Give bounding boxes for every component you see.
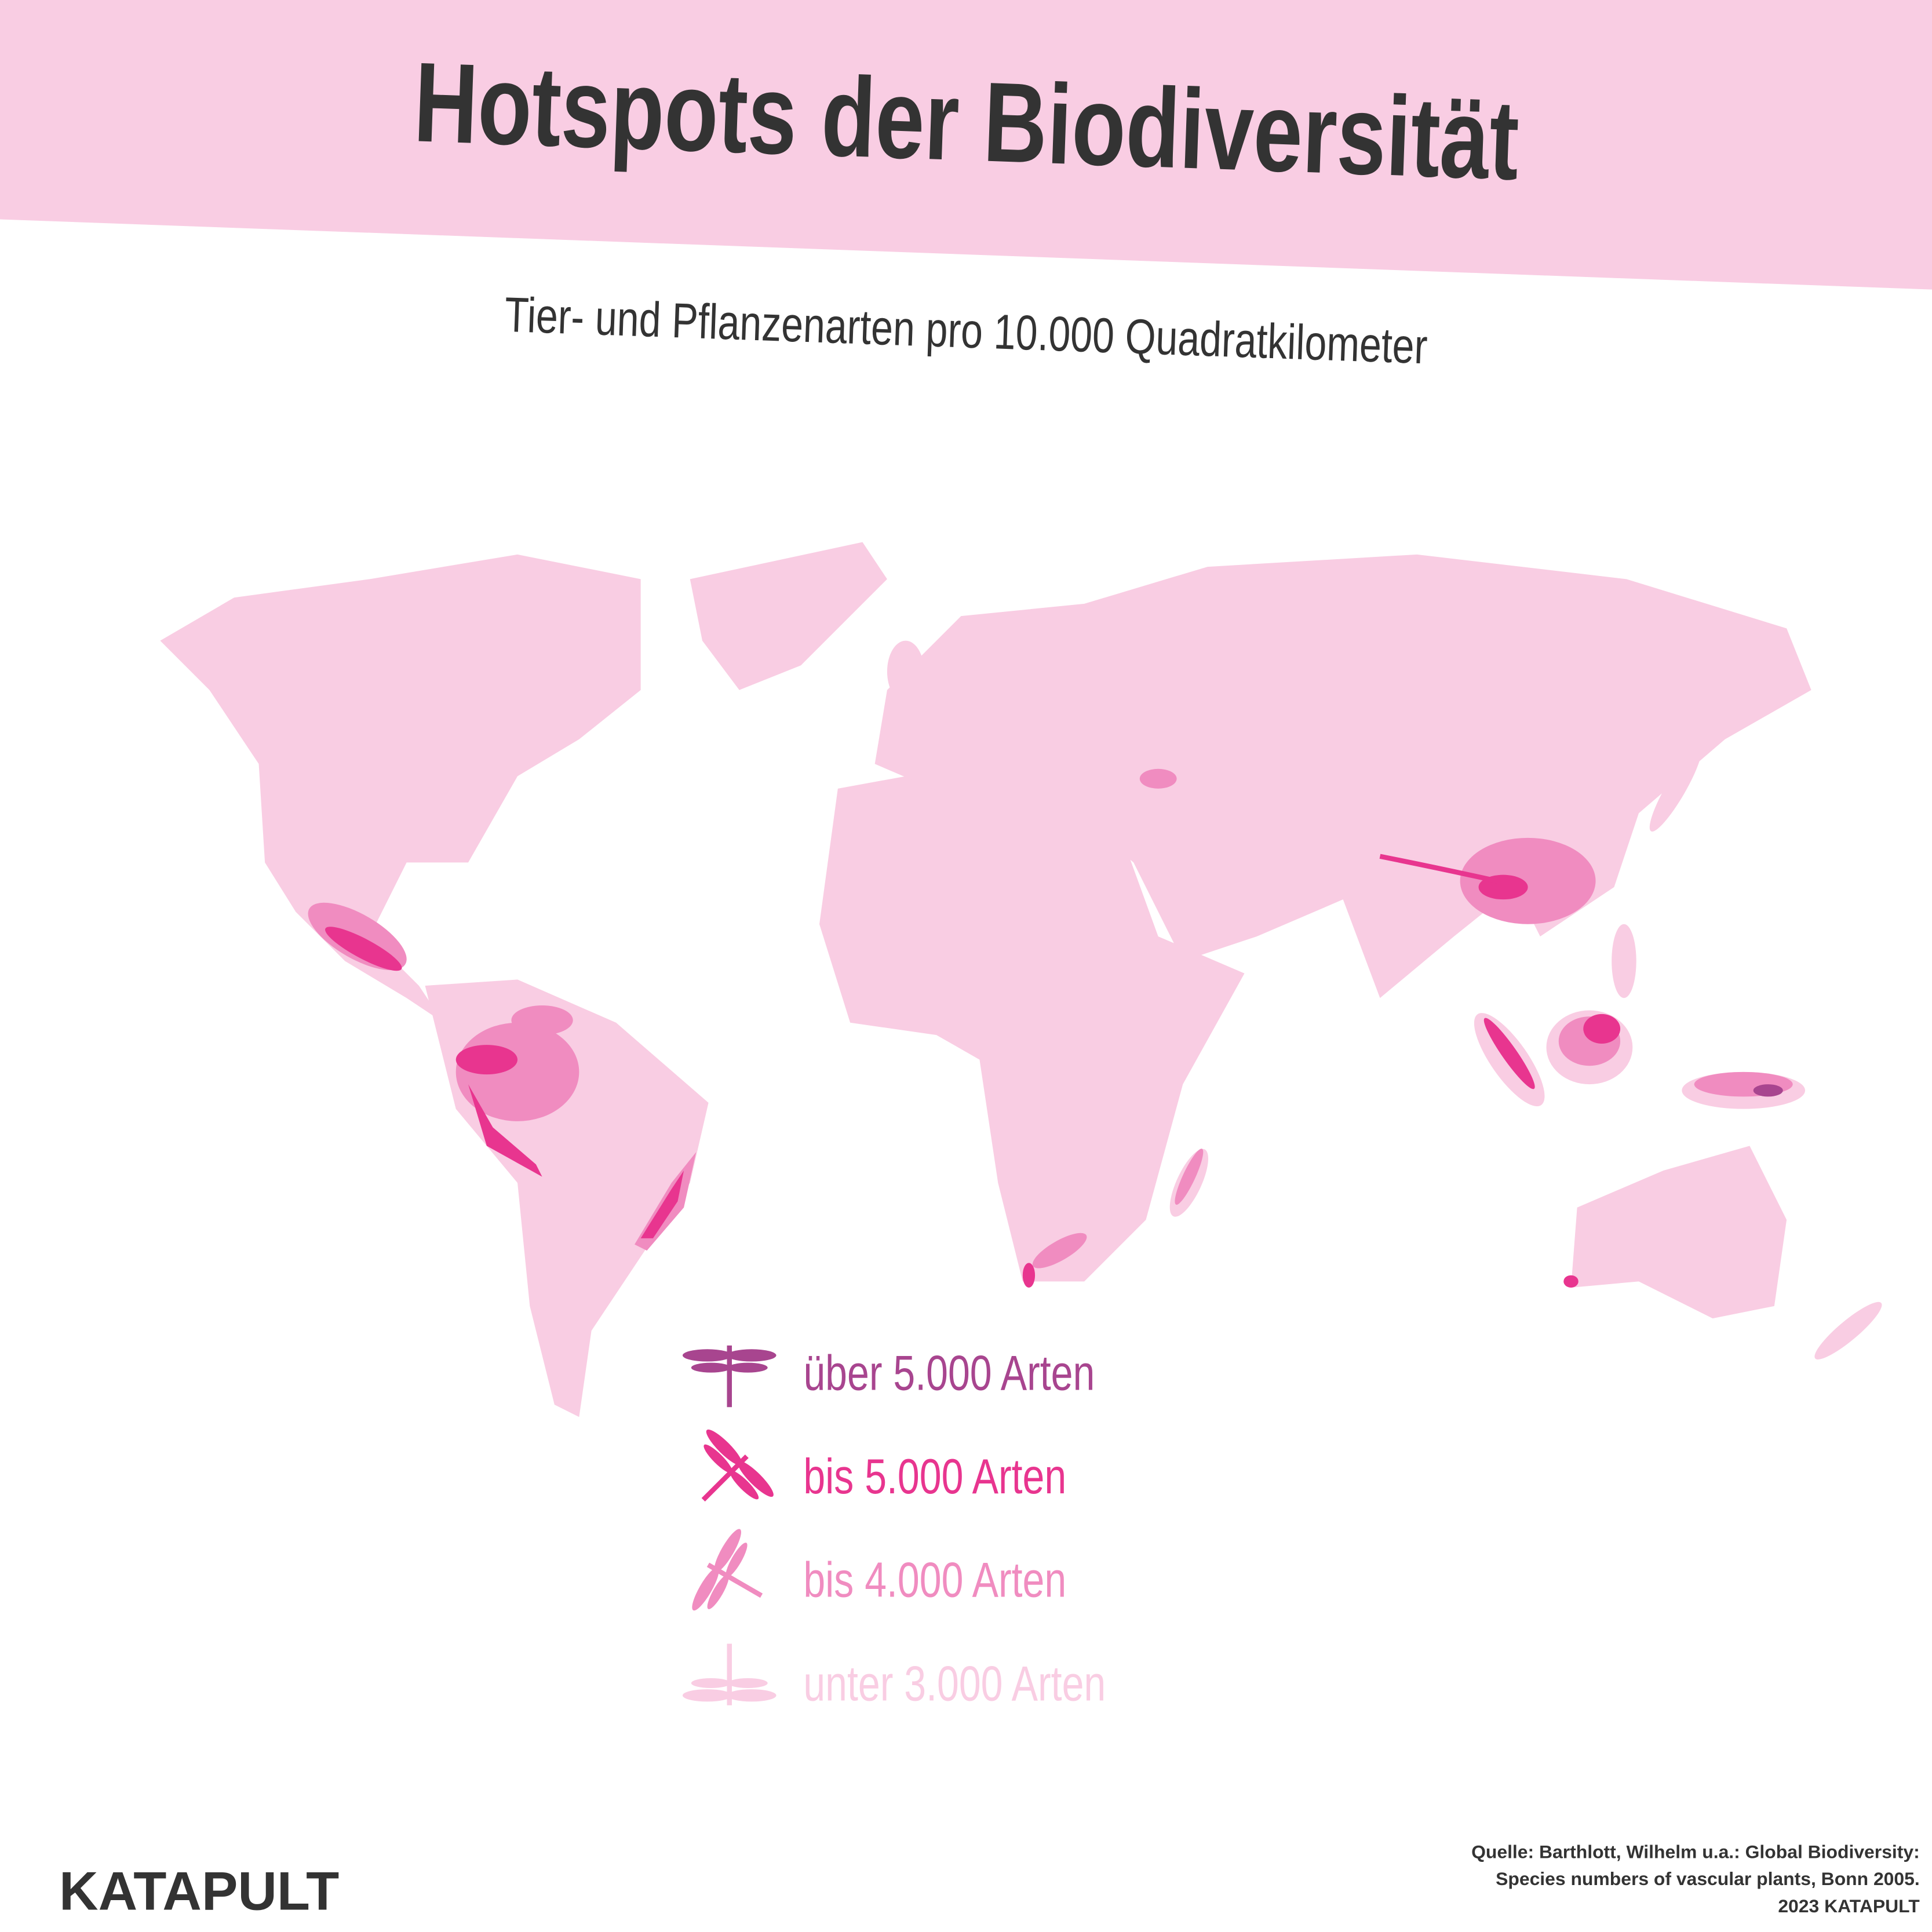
icon-wing: [726, 1543, 748, 1577]
icon-wing: [682, 1689, 732, 1702]
icon-wing: [727, 1349, 777, 1362]
legend-label: über 5.000 Arten: [803, 1346, 1095, 1401]
icon-wing: [706, 1429, 742, 1466]
legend-icon: [701, 1429, 774, 1502]
legend-icon: [682, 1345, 777, 1408]
title-banner: [0, 0, 1932, 290]
legend-label: unter 3.000 Arten: [803, 1656, 1106, 1711]
icon-wing: [728, 1678, 768, 1688]
world-map: [160, 542, 1882, 1417]
icon-wing: [728, 1362, 768, 1373]
legend-label: bis 4.000 Arten: [803, 1552, 1066, 1607]
source-line: Quelle: Barthlott, Wilhelm u.a.: Global …: [1471, 1841, 1920, 1862]
icon-wing: [703, 1444, 733, 1474]
icon-wing: [691, 1678, 731, 1688]
icon-wing: [692, 1567, 719, 1611]
icon-wing: [707, 1574, 729, 1609]
legend-icon: [692, 1529, 763, 1611]
icon-wing: [682, 1349, 732, 1362]
legend-label: bis 5.000 Arten: [803, 1449, 1066, 1504]
logo: KATAPULT: [59, 1861, 339, 1922]
source-line: Species numbers of vascular plants, Bonn…: [1496, 1868, 1920, 1889]
subtitle: Tier- und Pflanzenarten pro 10.000 Quadr…: [504, 287, 1428, 375]
icon-wing: [714, 1529, 741, 1572]
icon-wing: [730, 1470, 759, 1500]
copyright: 2023 KATAPULT: [1778, 1895, 1920, 1916]
legend-icon: [682, 1643, 777, 1705]
legend: über 5.000 Arten bis 5.000 Arten bis 4.000…: [682, 1345, 1106, 1711]
icon-wing: [691, 1362, 731, 1373]
icon-wing: [727, 1689, 777, 1702]
icon-wing: [737, 1461, 774, 1497]
